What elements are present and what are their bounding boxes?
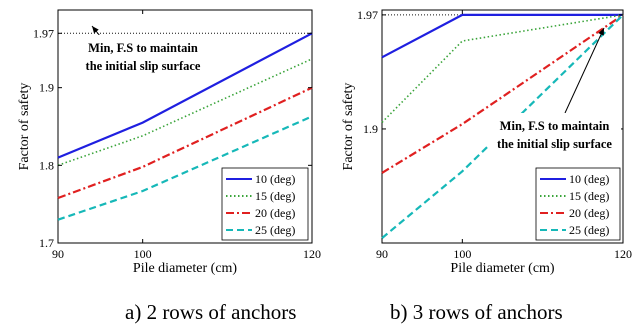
annotation-arrowhead [598,28,604,36]
legend-label-4: 25 (deg) [569,223,609,237]
series-line-3 [57,86,313,200]
annotation-text: the initial slip surface [497,137,612,151]
x-tick-label: 120 [303,247,321,261]
chart-2-rows: 90 100 120 1.7 1.8 1.9 1.97 Pile diameter (cm) F… [17,9,321,276]
legend-label-4: 25 (deg) [255,223,295,237]
x-axis-label: Pile diameter (cm) [450,261,555,276]
legend-label-3: 20 (deg) [255,206,295,220]
x-axis-label: Pile diameter (cm) [133,261,238,276]
annotation-text: Min, F.S to maintain [500,119,610,133]
caption-3-rows: b) 3 rows of anchors [390,300,563,324]
chart-3-rows: 90 100 120 1.9 1.97 Pile diameter (cm) Factor … [341,8,632,276]
x-tick-label: 90 [376,247,388,261]
y-tick-label: 1.97 [357,8,378,22]
series-line-1 [57,32,313,159]
y-axis-label: Factor of safety [341,83,356,171]
series-line-4 [381,14,624,239]
legend-label-1: 10 (deg) [569,172,609,186]
x-tick-label: 100 [453,247,471,261]
series-line-1 [381,13,623,59]
y-tick-label: 1.7 [39,236,54,250]
y-axis-label: Factor of safety [17,83,32,171]
x-tick-label: 120 [614,247,632,261]
y-tick-label: 1.9 [363,122,378,136]
legend-label-2: 15 (deg) [255,189,295,203]
annotation-box [66,35,220,78]
annotation-arrow [564,27,605,114]
x-tick-label: 90 [52,247,64,261]
y-tick-label: 1.8 [39,158,54,172]
annotation-text: the initial slip surface [86,59,201,73]
caption-2-rows: a) 2 rows of anchors [125,300,297,324]
series-line-4 [57,115,313,221]
annotation-box [488,113,621,156]
y-tick-label: 1.9 [39,81,54,95]
x-tick-label: 100 [134,247,152,261]
annotation-text: Min, F.S to maintain [88,41,198,55]
legend-label-3: 20 (deg) [569,206,609,220]
annotation-arrowhead [92,26,99,34]
y-tick-label: 1.97 [33,26,54,40]
legend-label-1: 10 (deg) [255,172,295,186]
legend-label-2: 15 (deg) [569,189,609,203]
